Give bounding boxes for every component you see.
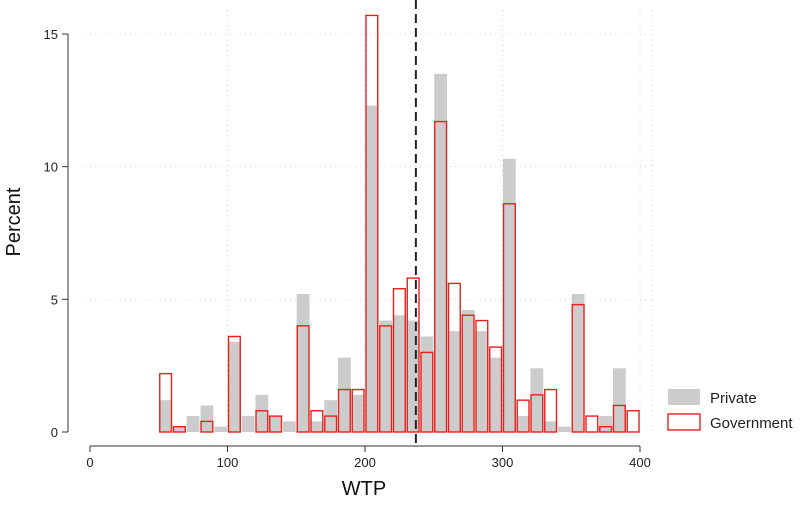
private-bar [310,421,324,432]
government-bars [159,14,640,433]
private-bar [393,315,406,432]
government-bar [392,288,406,433]
private-bar [159,400,172,432]
private-bar [599,416,612,432]
private-bar [434,73,447,433]
government-bar [200,420,214,433]
private-bar [530,368,544,432]
legend-label-government: Government [710,415,793,432]
government-bar [310,410,324,433]
y-axis-title: Percent [3,187,25,256]
private-bar [613,368,626,432]
private-bar [544,421,557,432]
government-bar [434,120,448,433]
private-bar [173,426,186,432]
government-bar [502,203,516,433]
private-bar [406,320,420,432]
private-bar [351,394,365,432]
government-bar [599,425,613,433]
government-bar [585,415,599,433]
private-bar [241,416,255,432]
government-bar [406,277,420,433]
y-tick-label: 15 [44,27,58,42]
y-tick-label: 0 [51,425,58,440]
y-tick-label: 10 [44,160,58,175]
y-tick-label: 5 [51,292,58,307]
government-bar [351,388,365,433]
x-tick-label: 100 [217,455,239,470]
government-bar [626,410,640,433]
government-bar [296,325,310,433]
government-bar [612,404,626,433]
x-tick-label: 0 [86,455,93,470]
government-bar [530,394,544,433]
government-bar [544,388,558,433]
legend-swatch-private [668,389,700,405]
private-bar [448,331,461,432]
x-tick-label: 200 [354,455,376,470]
government-bar [159,372,173,433]
private-bar [475,331,489,432]
government-bar [489,346,503,433]
axes [67,34,640,447]
x-axis-title: WTP [342,478,386,500]
private-bar [489,357,502,432]
government-bar [337,388,351,433]
government-bar [475,319,489,433]
government-bar [420,351,434,433]
legend-swatch-government [667,413,701,431]
government-bar [461,314,475,433]
x-tick-label: 300 [492,455,514,470]
private-bar [228,341,241,432]
legend-label-private: Private [710,390,757,407]
private-bar [379,320,392,432]
private-bar [255,394,269,432]
private-bar [571,294,585,432]
tick-labels: 0 5 10 15 0 100 200 300 400 [44,27,651,470]
government-bar [269,415,283,433]
government-bar [365,14,379,433]
private-bar [461,309,475,432]
government-bar [516,399,530,433]
private-bars [159,73,626,433]
private-bar [296,294,310,432]
private-bar [338,357,351,432]
government-bar [379,325,393,433]
legend: Private Government [667,389,793,432]
private-bar [558,426,571,432]
government-bar [324,415,338,433]
private-bar [214,426,227,432]
private-bar [365,105,379,432]
government-bar [227,335,241,433]
private-bar [516,416,530,432]
government-bar [255,410,269,433]
government-bar [172,425,186,433]
private-bar [186,416,200,432]
private-bar [420,336,434,432]
x-tick-label: 400 [629,455,651,470]
private-bar [283,421,296,432]
gridlines [85,10,653,432]
private-bar [503,158,516,432]
government-bar [447,282,461,433]
government-bar [571,303,585,433]
private-bar [200,405,214,432]
private-bar [269,416,282,432]
